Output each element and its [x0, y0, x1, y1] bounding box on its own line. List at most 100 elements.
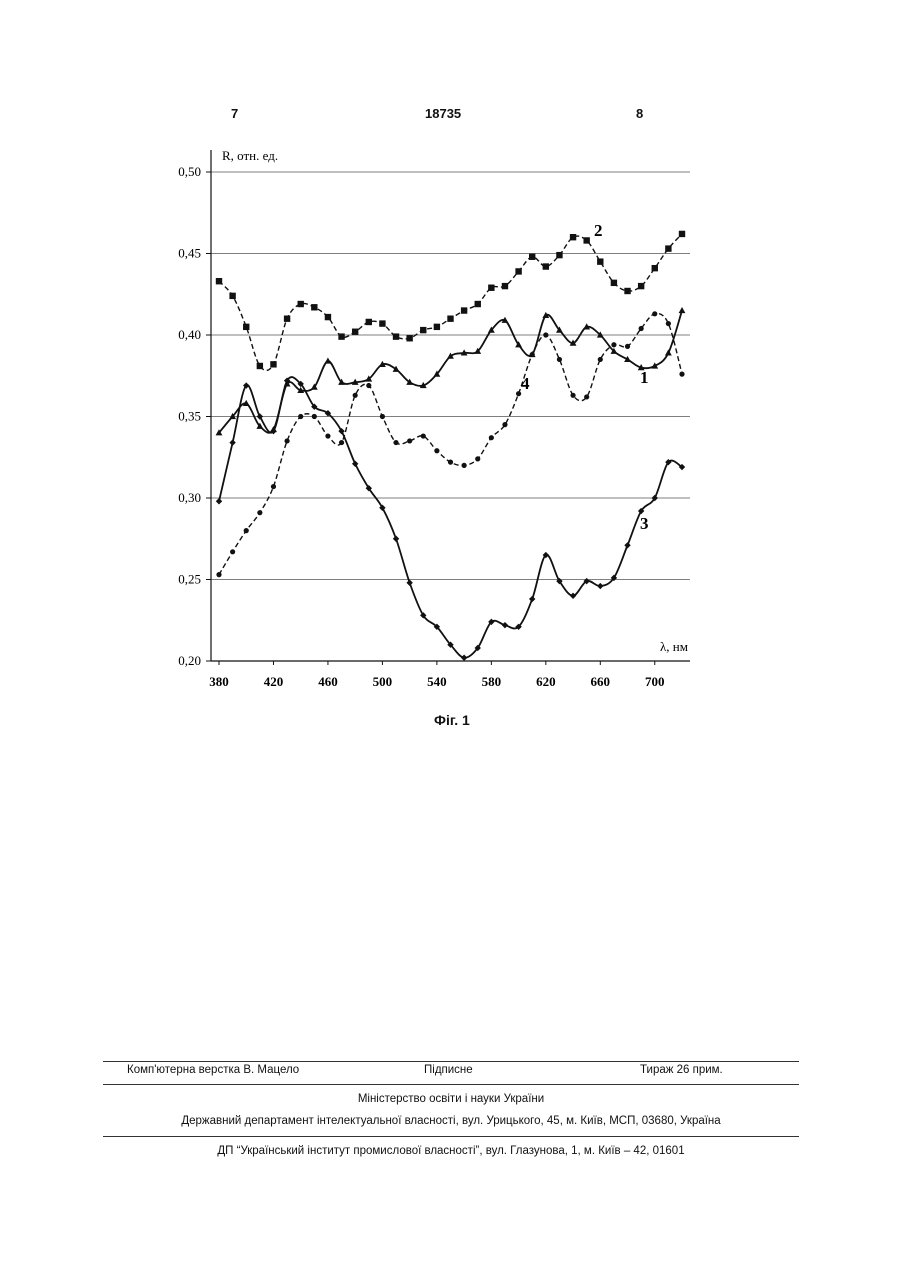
data-point — [529, 254, 535, 260]
data-point — [230, 549, 235, 554]
data-point — [624, 288, 630, 294]
data-point — [379, 320, 385, 326]
footer-divider-middle — [103, 1084, 799, 1085]
data-point — [216, 572, 221, 577]
data-point — [284, 316, 290, 322]
data-point — [366, 319, 372, 325]
data-point — [393, 536, 399, 542]
data-point — [434, 448, 439, 453]
x-tick-label: 380 — [209, 674, 229, 689]
data-point — [352, 461, 358, 467]
data-point — [570, 393, 575, 398]
data-point — [447, 316, 453, 322]
data-point — [665, 349, 672, 355]
data-point — [652, 265, 658, 271]
footer-ministry: Міністерство освіти і науки України — [103, 1093, 799, 1105]
y-tick-label: 0,45 — [178, 246, 201, 261]
data-point — [652, 311, 657, 316]
data-point — [639, 326, 644, 331]
data-point — [448, 460, 453, 465]
data-point — [530, 352, 535, 357]
data-point — [420, 327, 426, 333]
x-tick-label: 500 — [373, 674, 393, 689]
figure-caption: Фіг. 1 — [434, 712, 470, 728]
data-point — [666, 321, 671, 326]
footer-divider-top — [103, 1061, 799, 1062]
data-point — [229, 293, 235, 299]
data-point — [298, 301, 304, 307]
series-line — [219, 311, 682, 433]
data-point — [406, 580, 412, 586]
data-point — [325, 314, 331, 320]
data-point — [284, 438, 289, 443]
data-point — [529, 596, 535, 602]
data-point — [624, 542, 630, 548]
data-point — [352, 329, 358, 335]
data-point — [380, 414, 385, 419]
footer-department: Державний департамент інтелектуальної вл… — [103, 1115, 799, 1127]
data-point — [257, 363, 263, 369]
data-point — [311, 304, 317, 310]
y-tick-label: 0,35 — [178, 409, 201, 424]
data-point — [298, 414, 303, 419]
data-point — [502, 622, 508, 628]
series-label: 4 — [521, 374, 530, 393]
data-point — [597, 583, 603, 589]
data-point — [325, 357, 332, 363]
x-tick-label: 540 — [427, 674, 447, 689]
y-axis-label: R, отн. ед. — [222, 148, 278, 163]
data-point — [229, 439, 235, 445]
data-point — [556, 252, 562, 258]
data-point — [339, 440, 344, 445]
data-point — [611, 342, 616, 347]
data-point — [679, 372, 684, 377]
data-point — [489, 435, 494, 440]
data-point — [570, 234, 576, 240]
x-tick-label: 420 — [264, 674, 284, 689]
data-point — [257, 510, 262, 515]
footer-layout-credit: Комп'ютерна верстка В. Мацело — [127, 1064, 299, 1076]
data-point — [488, 285, 494, 291]
data-point — [557, 357, 562, 362]
data-point — [461, 655, 467, 661]
data-point — [462, 463, 467, 468]
x-tick-label: 460 — [318, 674, 338, 689]
data-point — [611, 280, 617, 286]
x-tick-label: 660 — [591, 674, 611, 689]
data-point — [393, 333, 399, 339]
data-point — [679, 307, 686, 313]
data-point — [243, 324, 249, 330]
data-point — [475, 456, 480, 461]
data-point — [665, 245, 671, 251]
data-point — [502, 283, 508, 289]
data-point — [312, 414, 317, 419]
data-point — [244, 528, 249, 533]
x-tick-label: 700 — [645, 674, 665, 689]
data-point — [407, 438, 412, 443]
reflectance-chart: 0,500,450,400,350,300,250,20 38042046050… — [0, 0, 901, 760]
y-tick-label: 0,40 — [178, 327, 201, 342]
y-tick-labels: 0,500,450,400,350,300,250,20 — [178, 164, 201, 668]
data-point — [270, 361, 276, 367]
data-point — [393, 440, 398, 445]
chart-axes — [206, 150, 690, 665]
footer-divider-bottom — [103, 1136, 799, 1137]
data-point — [583, 237, 589, 243]
data-point — [475, 301, 481, 307]
data-point — [598, 357, 603, 362]
data-point — [243, 382, 249, 388]
data-point — [543, 263, 549, 269]
data-point — [338, 333, 344, 339]
data-point — [515, 268, 521, 274]
data-point — [366, 383, 371, 388]
y-tick-label: 0,20 — [178, 653, 201, 668]
chart-series — [216, 231, 686, 661]
data-point — [216, 278, 222, 284]
data-point — [353, 393, 358, 398]
data-point — [421, 433, 426, 438]
x-tick-labels: 380420460500540580620660700 — [209, 674, 664, 689]
data-point — [434, 324, 440, 330]
data-point — [271, 484, 276, 489]
x-tick-label: 580 — [482, 674, 502, 689]
x-axis-label: λ, нм — [660, 639, 688, 654]
